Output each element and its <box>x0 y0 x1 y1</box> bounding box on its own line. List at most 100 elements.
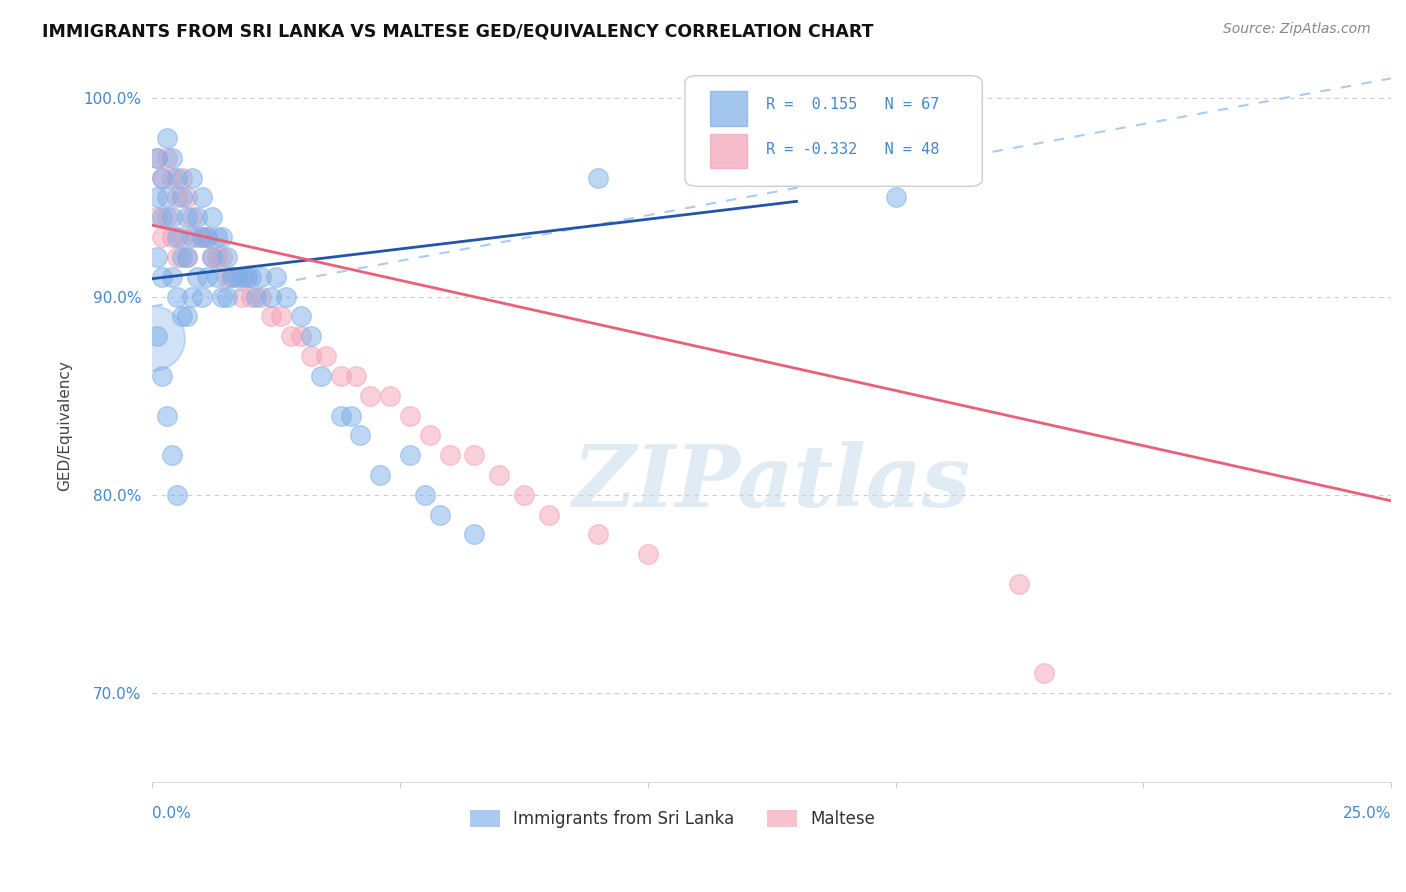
Point <box>211 230 233 244</box>
Point <box>195 230 218 244</box>
Point <box>413 488 436 502</box>
Point <box>146 329 169 343</box>
Point <box>150 269 173 284</box>
Point <box>186 269 208 284</box>
Point <box>172 170 194 185</box>
Point <box>329 368 352 383</box>
Point <box>245 289 267 303</box>
Bar <box>710 91 747 126</box>
Point <box>160 269 183 284</box>
Point <box>156 409 179 423</box>
Point <box>299 329 322 343</box>
Point <box>419 428 441 442</box>
Point <box>215 250 238 264</box>
FancyBboxPatch shape <box>685 76 983 186</box>
Point <box>329 409 352 423</box>
Point <box>399 409 422 423</box>
Point <box>359 389 381 403</box>
Point <box>463 448 485 462</box>
Point <box>146 151 169 165</box>
Point <box>201 250 224 264</box>
Point <box>150 368 173 383</box>
Point <box>205 250 228 264</box>
Point <box>172 310 194 324</box>
Point <box>215 289 238 303</box>
Point <box>315 349 337 363</box>
Point <box>488 468 510 483</box>
Point <box>211 250 233 264</box>
Point <box>235 269 257 284</box>
Point <box>181 211 204 225</box>
Point <box>429 508 451 522</box>
Point <box>439 448 461 462</box>
Point <box>205 269 228 284</box>
Point <box>225 269 247 284</box>
Text: Source: ZipAtlas.com: Source: ZipAtlas.com <box>1223 22 1371 37</box>
Point <box>270 310 292 324</box>
Point <box>349 428 371 442</box>
Point <box>211 289 233 303</box>
Point <box>201 250 224 264</box>
Point <box>160 170 183 185</box>
Point <box>191 289 214 303</box>
Point <box>588 527 610 541</box>
Point <box>195 269 218 284</box>
Point <box>150 170 173 185</box>
Point <box>299 349 322 363</box>
Point <box>231 289 253 303</box>
Text: IMMIGRANTS FROM SRI LANKA VS MALTESE GED/EQUIVALENCY CORRELATION CHART: IMMIGRANTS FROM SRI LANKA VS MALTESE GED… <box>42 22 873 40</box>
Point <box>176 211 198 225</box>
Text: R =  0.155   N = 67: R = 0.155 N = 67 <box>765 96 939 112</box>
Point <box>339 409 361 423</box>
Point <box>309 368 332 383</box>
Point <box>235 269 257 284</box>
Point <box>150 170 173 185</box>
Point <box>146 250 169 264</box>
Point <box>191 230 214 244</box>
Point <box>399 448 422 462</box>
Point <box>172 230 194 244</box>
Point <box>156 211 179 225</box>
Point <box>176 250 198 264</box>
Point <box>588 170 610 185</box>
Point <box>166 170 188 185</box>
Point <box>176 310 198 324</box>
Point <box>280 329 302 343</box>
Point <box>160 230 183 244</box>
Point <box>146 190 169 204</box>
Point <box>176 190 198 204</box>
Point <box>884 190 907 204</box>
Point <box>201 211 224 225</box>
Point <box>191 190 214 204</box>
Point <box>260 310 283 324</box>
Text: ZIPatlas: ZIPatlas <box>572 441 970 524</box>
Point <box>290 329 312 343</box>
Point <box>260 289 283 303</box>
Text: 0.0%: 0.0% <box>152 806 191 821</box>
Point <box>191 230 214 244</box>
Point <box>290 310 312 324</box>
Point <box>146 151 169 165</box>
Point <box>181 289 204 303</box>
Point <box>463 527 485 541</box>
Point <box>150 211 173 225</box>
Point <box>160 448 183 462</box>
Point <box>166 289 188 303</box>
Point <box>1008 577 1031 591</box>
Point <box>181 170 204 185</box>
Point <box>146 211 169 225</box>
Point <box>166 230 188 244</box>
Point <box>276 289 298 303</box>
Point <box>186 230 208 244</box>
Point <box>250 269 273 284</box>
Point <box>181 230 204 244</box>
Point <box>156 151 179 165</box>
Point <box>166 250 188 264</box>
Point <box>172 190 194 204</box>
Point <box>221 269 243 284</box>
Point <box>141 331 163 345</box>
Point <box>264 269 287 284</box>
Point <box>231 269 253 284</box>
Point <box>240 289 263 303</box>
Point <box>166 190 188 204</box>
